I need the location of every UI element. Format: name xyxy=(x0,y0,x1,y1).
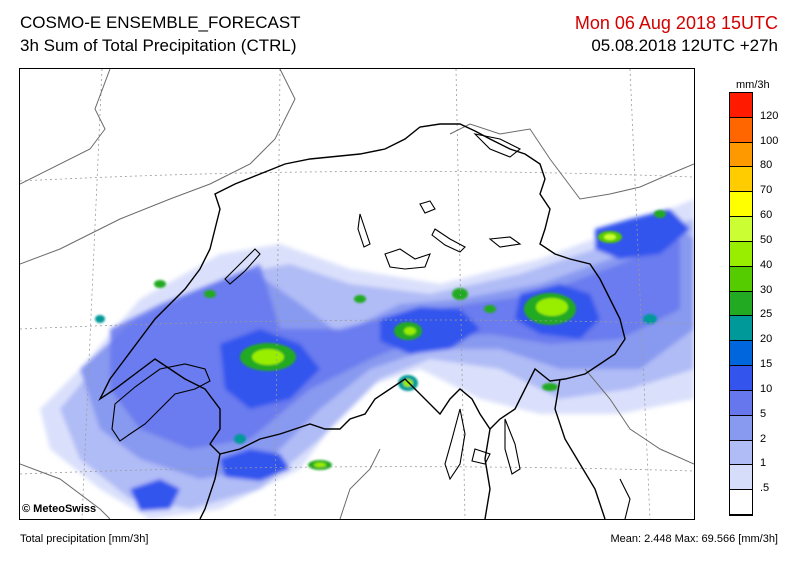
legend-swatch xyxy=(730,316,752,342)
legend-tick-label: 50 xyxy=(760,233,773,246)
legend-swatch xyxy=(730,465,752,491)
legend-tick-label: 25 xyxy=(760,308,773,321)
legend-tick-label: 40 xyxy=(760,258,773,271)
precip-heavy-layer xyxy=(95,210,666,470)
map-canvas xyxy=(20,69,694,519)
legend-tick-label: 30 xyxy=(760,283,773,296)
precipitation-map xyxy=(19,68,695,520)
lake-geneva xyxy=(111,363,211,442)
legend-swatch xyxy=(730,117,752,143)
legend-swatch xyxy=(730,415,752,441)
legend-tick-label: 15 xyxy=(760,358,773,371)
country-borders xyxy=(20,69,694,519)
map-title-line2: 3h Sum of Total Precipitation (CTRL) xyxy=(20,36,297,55)
run-info: 05.08.2018 12UTC +27h xyxy=(591,36,778,55)
lakes xyxy=(111,133,631,519)
legend-swatch xyxy=(730,167,752,193)
lake-neuchatel xyxy=(224,248,261,285)
legend-swatch xyxy=(730,192,752,218)
legend-tick-label: 100 xyxy=(760,134,779,147)
legend-swatch xyxy=(730,366,752,391)
color-legend xyxy=(729,92,753,516)
lake-maggiore xyxy=(444,408,466,481)
legend-unit: mm/3h xyxy=(736,79,770,91)
lake-lucerne xyxy=(384,248,431,270)
legend-swatch xyxy=(730,241,752,267)
footer-variable: Total precipitation [mm/3h] xyxy=(20,533,149,545)
legend-swatch xyxy=(730,93,752,118)
legend-tick-label: .5 xyxy=(760,482,770,495)
lake-como xyxy=(504,418,521,475)
footer-stats: Mean: 2.448 Max: 69.566 [mm/3h] xyxy=(610,533,778,545)
legend-swatch xyxy=(730,341,752,367)
legend-swatch xyxy=(730,440,752,466)
legend-swatch xyxy=(730,390,752,416)
legend-swatch xyxy=(730,142,752,168)
legend-swatch xyxy=(730,217,752,242)
legend-swatch xyxy=(730,291,752,317)
lake-constance xyxy=(473,133,522,158)
legend-tick-label: 10 xyxy=(760,382,773,395)
legend-tick-label: 1 xyxy=(760,457,767,470)
legend-tick-label: 80 xyxy=(760,159,773,172)
precip-layer xyxy=(40,199,694,519)
legend-swatch xyxy=(730,490,752,515)
switzerland-border xyxy=(98,123,626,519)
legend-tick-label: 60 xyxy=(760,209,773,222)
legend-tick-label: 5 xyxy=(760,407,767,420)
legend-tick-label: 70 xyxy=(760,184,773,197)
map-title-line1: COSMO-E ENSEMBLE_FORECAST xyxy=(20,13,301,32)
lake-lugano xyxy=(471,448,491,465)
legend-tick-label: 20 xyxy=(760,333,773,346)
legend-tick-label: 2 xyxy=(760,432,767,445)
legend-swatch xyxy=(730,266,752,292)
legend-tick-label: 120 xyxy=(760,109,779,122)
lake-zurich xyxy=(431,228,466,253)
copyright-label: © MeteoSwiss xyxy=(22,503,97,515)
valid-time: Mon 06 Aug 2018 15UTC xyxy=(574,13,778,33)
